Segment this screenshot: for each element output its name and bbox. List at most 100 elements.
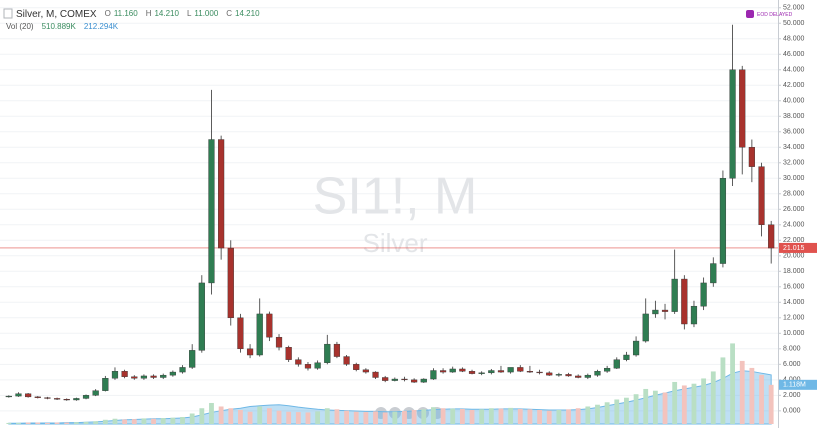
ohlc-value: 11.160 (114, 9, 138, 18)
volume-bar (440, 408, 446, 424)
volume-bar (672, 381, 678, 424)
ohlc-value: 11.000 (194, 9, 218, 18)
candle-body (304, 364, 312, 369)
candle-body (652, 309, 659, 315)
volume-bar (469, 409, 475, 424)
volume-bar (479, 409, 485, 424)
y-tick-label: 14.000 (783, 299, 805, 306)
y-tick-label: 30.000 (783, 175, 805, 182)
volume-bar (344, 410, 349, 424)
candle-body (478, 372, 485, 374)
volume-label: 1.118M (783, 382, 806, 389)
candle-body (111, 371, 119, 379)
symbol-icon (3, 8, 13, 19)
candle-body (295, 359, 302, 365)
volume-bar (681, 385, 687, 424)
candle-body (623, 354, 630, 360)
volume-bar (6, 422, 12, 424)
candle-body (237, 317, 244, 350)
y-tick-label: 48.000 (783, 36, 805, 43)
candle-body (507, 367, 514, 373)
volume-bar (112, 418, 118, 424)
volume-bar (247, 411, 253, 424)
volume-bar (691, 383, 697, 424)
candle-body (73, 398, 80, 401)
ohlc-key: H (146, 9, 152, 18)
volume-bar (488, 408, 494, 424)
badge: EOD DELAYED (757, 12, 793, 18)
volume-bar (64, 422, 70, 424)
candle-body (227, 247, 234, 319)
candle-body (768, 224, 775, 249)
volume-value: 212.294K (84, 22, 119, 31)
y-tick-label: 34.000 (783, 144, 805, 151)
volume-bar (614, 399, 620, 424)
volume-bar (710, 371, 716, 424)
candle-body (681, 278, 688, 325)
candle-body (439, 370, 447, 373)
candle-body (169, 371, 176, 376)
volume-bar (315, 411, 321, 424)
ohlc-key: O (105, 9, 111, 18)
y-tick-label: 36.000 (783, 129, 805, 136)
candle-body (25, 393, 32, 398)
badge-icon (746, 10, 754, 18)
volume-bar (624, 397, 629, 424)
volume-bar (701, 378, 707, 424)
volume-bar (720, 357, 726, 424)
volume-bar (759, 374, 764, 424)
candle-body (758, 166, 765, 225)
candle-body (661, 309, 669, 312)
volume-bar (402, 411, 407, 424)
watermark-title: SI1!, M (313, 168, 478, 226)
volume-bar (295, 412, 301, 424)
candle-body (189, 350, 196, 368)
volume-bar (739, 360, 745, 424)
candle-body (131, 376, 138, 379)
y-tick-label: 28.000 (783, 191, 805, 198)
volume-bar (768, 384, 774, 424)
volume-bar (411, 409, 417, 424)
volume-bar (238, 409, 243, 424)
candle-body (160, 374, 167, 378)
volume-bar (131, 419, 137, 424)
legend-symbol: Silver, M, COMEX O 11.160 H 14.210 L 11.000 C 14… (16, 9, 260, 20)
candle-body (459, 368, 466, 372)
candle-body (690, 305, 698, 325)
candle-body (517, 367, 524, 372)
volume-bar (54, 422, 60, 424)
candle-body (391, 378, 398, 381)
volume-bar (459, 408, 465, 424)
candle-body (546, 372, 553, 376)
volume-bar (662, 392, 668, 424)
watermark-subtitle: Silver (362, 228, 427, 258)
candle-body (218, 139, 225, 249)
candle-body (536, 371, 543, 374)
candle-body (632, 340, 640, 356)
volume-bar (218, 406, 224, 424)
candle-body (266, 313, 273, 338)
candle-body (324, 343, 331, 363)
candle-body (555, 374, 562, 376)
candle-body (748, 147, 755, 167)
ohlc-key: C (226, 9, 232, 18)
candle-body (468, 371, 476, 374)
candle-body (642, 313, 649, 342)
volume-bar (102, 419, 108, 424)
candle-body (63, 398, 70, 401)
candle-body (198, 282, 205, 351)
y-tick-label: 18.000 (783, 268, 805, 275)
volume-bar (595, 404, 600, 424)
candle-body (208, 139, 215, 284)
candle-body (256, 313, 263, 356)
volume-bar (392, 411, 398, 424)
y-tick-label: 26.000 (783, 206, 805, 213)
candle-body (584, 374, 591, 378)
y-tick-label: 52.000 (783, 5, 805, 12)
volume-bar (556, 409, 562, 424)
volume-bar (266, 408, 272, 424)
candle-body (719, 178, 727, 264)
volume-bar (16, 422, 21, 424)
y-tick-label: 44.000 (783, 67, 805, 74)
volume-bar (199, 408, 205, 424)
